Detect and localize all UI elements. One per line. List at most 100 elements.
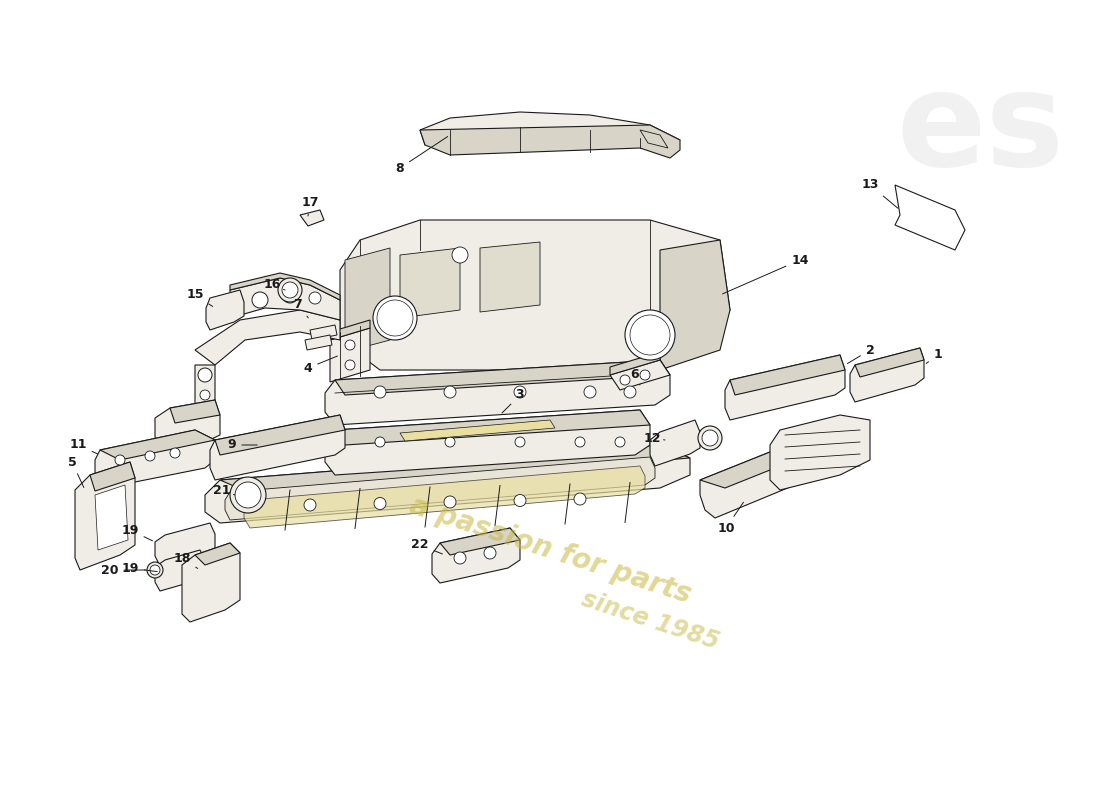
Polygon shape [420, 112, 680, 150]
Polygon shape [855, 348, 924, 377]
Polygon shape [100, 430, 214, 460]
Polygon shape [95, 430, 214, 488]
Circle shape [373, 296, 417, 340]
Polygon shape [700, 450, 800, 518]
Circle shape [252, 292, 268, 308]
Text: 12: 12 [644, 431, 666, 445]
Polygon shape [324, 410, 650, 475]
Polygon shape [660, 240, 730, 370]
Text: 11: 11 [69, 438, 98, 454]
Text: 1: 1 [926, 349, 943, 363]
Polygon shape [182, 543, 240, 622]
Circle shape [147, 562, 163, 578]
Polygon shape [640, 130, 668, 148]
Polygon shape [725, 355, 845, 420]
Polygon shape [650, 420, 700, 466]
Circle shape [282, 287, 298, 303]
Text: 9: 9 [228, 438, 257, 451]
Polygon shape [330, 328, 370, 382]
Polygon shape [155, 523, 214, 566]
Polygon shape [305, 335, 332, 350]
Polygon shape [244, 466, 645, 528]
Circle shape [170, 448, 180, 458]
Circle shape [515, 437, 525, 447]
Polygon shape [480, 242, 540, 312]
Text: 22: 22 [411, 538, 442, 554]
Polygon shape [226, 457, 654, 520]
Circle shape [374, 386, 386, 398]
Circle shape [698, 426, 722, 450]
Polygon shape [336, 360, 670, 395]
Polygon shape [440, 528, 520, 555]
Polygon shape [610, 352, 660, 375]
Circle shape [345, 360, 355, 370]
Circle shape [514, 386, 526, 398]
Circle shape [624, 386, 636, 398]
Text: since 1985: since 1985 [579, 586, 722, 654]
Circle shape [304, 499, 316, 511]
Text: 17: 17 [301, 195, 319, 216]
Circle shape [278, 278, 303, 302]
Circle shape [444, 496, 456, 508]
Polygon shape [95, 485, 128, 550]
Text: 2: 2 [847, 343, 874, 363]
Text: 3: 3 [502, 389, 525, 413]
Circle shape [454, 552, 466, 564]
Circle shape [630, 315, 670, 355]
Circle shape [375, 437, 385, 447]
Polygon shape [300, 210, 324, 226]
Polygon shape [170, 400, 220, 423]
Circle shape [230, 477, 266, 513]
Circle shape [484, 547, 496, 559]
Circle shape [374, 498, 386, 510]
Circle shape [282, 282, 298, 298]
Text: 14: 14 [723, 254, 808, 294]
Polygon shape [195, 310, 340, 365]
Circle shape [377, 300, 412, 336]
Circle shape [584, 386, 596, 398]
Text: 5: 5 [67, 455, 84, 487]
Polygon shape [730, 355, 845, 395]
Text: 13: 13 [861, 178, 898, 208]
Circle shape [444, 386, 456, 398]
Polygon shape [195, 543, 240, 565]
Circle shape [514, 494, 526, 506]
Text: 6: 6 [630, 369, 640, 385]
Text: a passion for parts: a passion for parts [406, 491, 694, 609]
Circle shape [620, 375, 630, 385]
Circle shape [615, 437, 625, 447]
Polygon shape [90, 462, 135, 491]
Text: 21: 21 [213, 483, 235, 497]
Polygon shape [205, 445, 690, 523]
Polygon shape [400, 248, 460, 318]
Polygon shape [310, 325, 337, 340]
Text: 18: 18 [174, 551, 198, 569]
Polygon shape [155, 400, 220, 450]
Circle shape [575, 437, 585, 447]
Circle shape [116, 455, 125, 465]
Circle shape [702, 430, 718, 446]
Polygon shape [155, 550, 205, 591]
Circle shape [640, 370, 650, 380]
Circle shape [452, 247, 468, 263]
Polygon shape [230, 278, 340, 320]
Circle shape [235, 482, 261, 508]
Polygon shape [345, 248, 390, 352]
Text: 15: 15 [186, 289, 212, 306]
Polygon shape [400, 420, 556, 441]
Polygon shape [206, 290, 244, 330]
Circle shape [574, 493, 586, 505]
Polygon shape [210, 415, 345, 480]
Polygon shape [220, 445, 690, 493]
Polygon shape [195, 365, 214, 415]
Text: 19: 19 [121, 523, 153, 541]
Polygon shape [340, 220, 730, 370]
Polygon shape [700, 450, 800, 488]
Polygon shape [420, 125, 680, 158]
Circle shape [200, 390, 210, 400]
Circle shape [309, 292, 321, 304]
Text: 10: 10 [717, 502, 744, 534]
Text: 7: 7 [294, 298, 308, 318]
Polygon shape [336, 410, 650, 445]
Polygon shape [770, 415, 870, 490]
